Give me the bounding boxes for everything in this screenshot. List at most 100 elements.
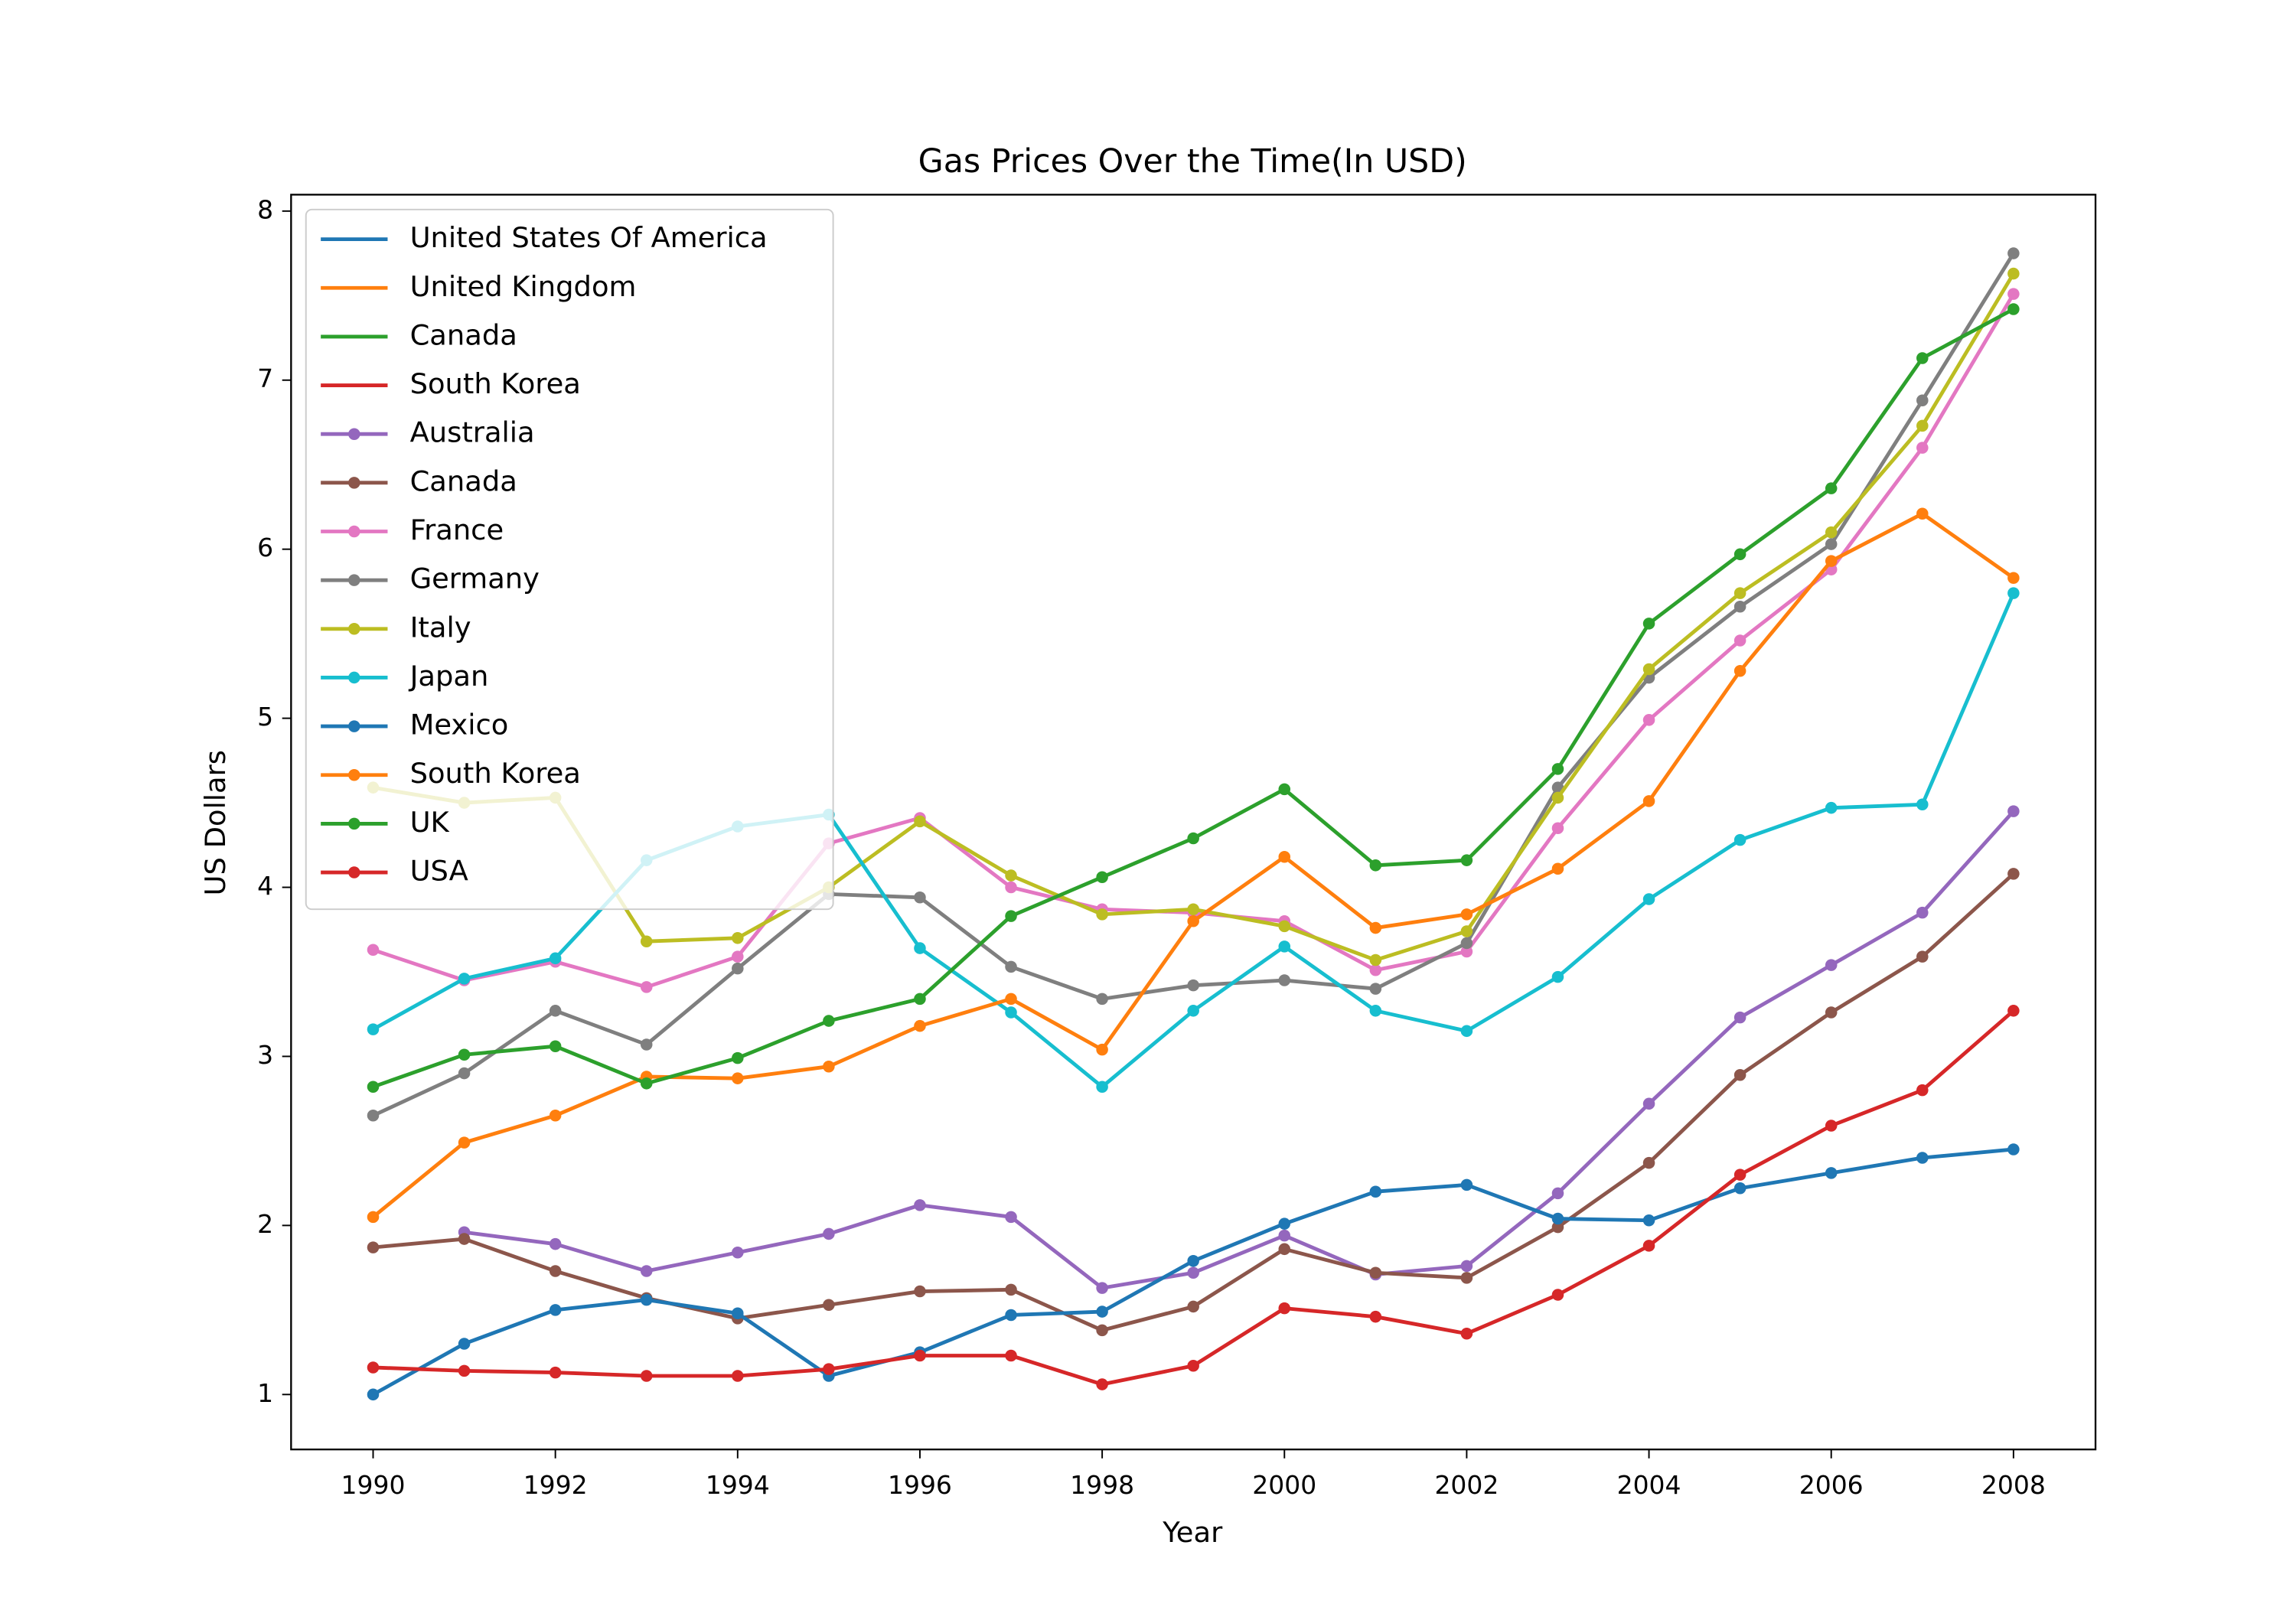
data-point: [1187, 1300, 1199, 1313]
data-point: [458, 1338, 471, 1350]
data-point: [1551, 763, 1564, 775]
y-tick-label: 8: [257, 194, 273, 224]
data-point: [1916, 419, 1929, 432]
data-point: [1733, 1182, 1746, 1195]
data-point: [1187, 1005, 1199, 1017]
legend-label: United States Of America: [410, 221, 768, 254]
data-point: [2007, 572, 2020, 585]
data-point: [1369, 1310, 1382, 1323]
data-point: [549, 1237, 562, 1250]
plot-frame: [290, 194, 2097, 1451]
data-point: [1825, 482, 1838, 494]
data-point: [458, 1136, 471, 1149]
data-point: [732, 1307, 744, 1320]
data-point: [1187, 914, 1199, 927]
data-point: [1916, 1084, 1929, 1097]
data-point: [2007, 805, 2020, 817]
y-tick-label: 7: [257, 363, 273, 393]
x-tick-label: 2006: [1799, 1470, 1864, 1500]
data-point: [640, 1265, 653, 1277]
data-point: [732, 1072, 744, 1084]
data-point: [549, 1366, 562, 1379]
data-point: [1460, 937, 1473, 950]
data-point: [1369, 983, 1382, 995]
data-point: [1642, 663, 1655, 676]
legend-label: South Korea: [410, 757, 581, 790]
data-point: [458, 1067, 471, 1080]
data-point: [1096, 1378, 1108, 1390]
data-point: [1369, 1185, 1382, 1198]
data-point: [2007, 247, 2020, 259]
data-point: [1733, 664, 1746, 677]
data-point: [1278, 1243, 1291, 1256]
data-point: [1096, 871, 1108, 884]
data-point: [1005, 1211, 1017, 1224]
data-point: [367, 1023, 380, 1035]
data-point: [549, 1005, 562, 1017]
data-point: [2007, 267, 2020, 280]
x-tick-label: 1994: [706, 1470, 770, 1500]
data-point: [914, 942, 926, 954]
data-point: [1551, 1187, 1564, 1200]
legend-label: Italy: [410, 611, 471, 644]
data-point: [1278, 920, 1291, 933]
data-point: [914, 1199, 926, 1211]
data-point: [1916, 950, 1929, 963]
legend-label: USA: [410, 855, 468, 888]
legend-marker: [348, 428, 360, 440]
legend-marker: [348, 477, 360, 489]
data-point: [1916, 1152, 1929, 1164]
data-point: [823, 1227, 835, 1240]
data-point: [1369, 1266, 1382, 1279]
x-tick-label: 2002: [1434, 1470, 1499, 1500]
data-point: [1916, 507, 1929, 520]
data-point: [640, 981, 653, 993]
data-point: [458, 1364, 471, 1377]
data-point: [732, 1246, 744, 1259]
x-tick-label: 1992: [523, 1470, 588, 1500]
data-point: [1916, 352, 1929, 364]
data-point: [1642, 714, 1655, 726]
data-point: [1096, 1324, 1108, 1337]
data-point: [2007, 587, 2020, 599]
data-point: [1642, 1097, 1655, 1110]
legend-label: Japan: [409, 660, 489, 693]
data-point: [1825, 801, 1838, 814]
x-tick-label: 1990: [341, 1470, 406, 1500]
legend-label: Australia: [410, 416, 535, 449]
data-point: [2007, 1143, 2020, 1156]
data-point: [823, 1363, 835, 1375]
data-point: [1278, 1217, 1291, 1230]
data-point: [1916, 394, 1929, 407]
x-tick-label: 2008: [1981, 1470, 2046, 1500]
x-tick-label: 1996: [888, 1470, 952, 1500]
data-point: [1278, 1302, 1291, 1315]
data-point: [549, 1304, 562, 1316]
data-point: [914, 1019, 926, 1032]
data-point: [1187, 903, 1199, 916]
data-point: [367, 944, 380, 957]
data-point: [1005, 910, 1017, 922]
series-line: [464, 810, 2015, 1290]
data-point: [367, 1211, 380, 1224]
data-point: [1460, 854, 1473, 866]
data-point: [1460, 908, 1473, 921]
data-point: [1916, 442, 1929, 454]
legend-marker: [348, 671, 360, 684]
data-point: [1460, 1260, 1473, 1273]
data-point: [549, 952, 562, 965]
legend-label: Germany: [410, 562, 540, 595]
legend-label: South Korea: [410, 367, 581, 400]
data-point: [1551, 1212, 1564, 1225]
data-point: [367, 1388, 380, 1401]
x-tick-label: 2004: [1617, 1470, 1681, 1500]
data-point: [1551, 791, 1564, 804]
data-point: [367, 1241, 380, 1253]
legend-label: UK: [410, 806, 450, 839]
y-tick-label: 6: [257, 533, 273, 562]
series-line: [373, 1009, 2015, 1387]
data-point: [1187, 832, 1199, 845]
data-point: [914, 1285, 926, 1298]
data-point: [1916, 906, 1929, 919]
data-point: [458, 1233, 471, 1245]
